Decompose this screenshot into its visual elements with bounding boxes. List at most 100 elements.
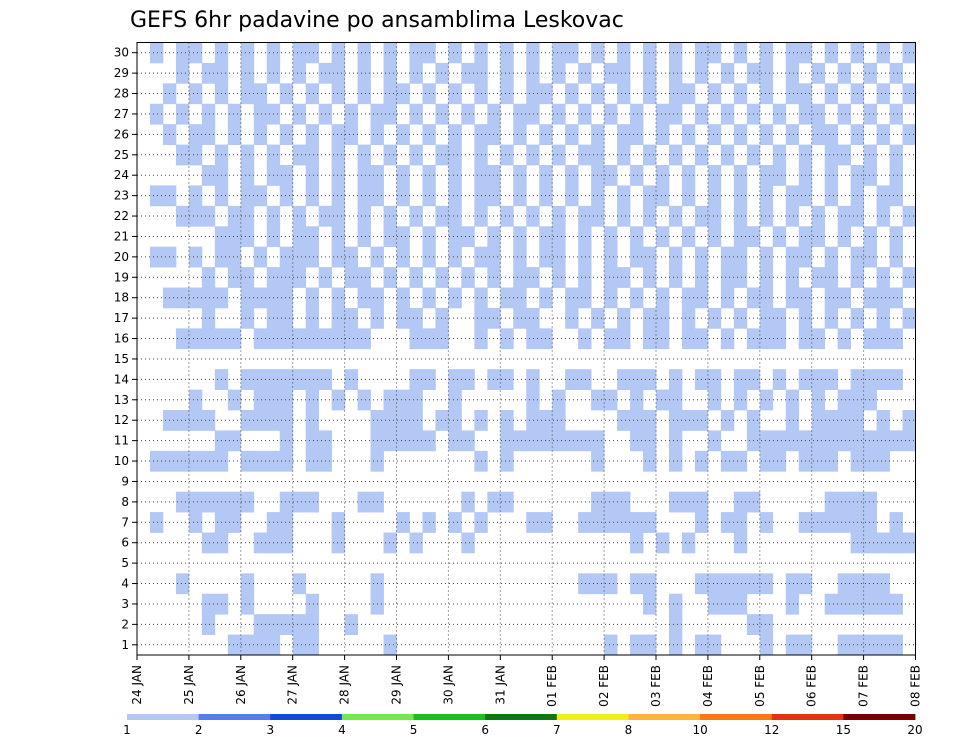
y-axis-ticks: 1234567891011121314151617181920212223242… — [114, 46, 137, 652]
heatmap-cell — [448, 389, 462, 411]
heatmap-cell — [175, 287, 190, 309]
heatmap-cell — [811, 103, 826, 125]
heatmap-cell — [876, 450, 890, 472]
heatmap-cell — [720, 512, 735, 533]
heatmap-cell — [668, 246, 683, 268]
heatmap-cell — [837, 62, 852, 84]
heatmap-cell — [305, 165, 320, 186]
heatmap-cell — [383, 267, 397, 288]
heatmap-cell — [331, 42, 345, 64]
heatmap-cell — [811, 328, 826, 350]
y-tick-label: 26 — [114, 127, 129, 141]
heatmap-cell — [604, 328, 618, 350]
heatmap-cell — [175, 450, 190, 472]
heatmap-cell — [240, 634, 255, 656]
heatmap-cell — [668, 83, 683, 105]
heatmap-cell — [175, 573, 190, 595]
heatmap-cell — [344, 267, 358, 288]
heatmap-cell — [889, 328, 903, 350]
heatmap-cell — [383, 389, 397, 411]
heatmap-cell — [772, 369, 787, 390]
heatmap-cell — [604, 246, 618, 268]
heatmap-cell — [513, 267, 527, 288]
heatmap-cell — [604, 389, 618, 411]
heatmap-cell — [630, 512, 644, 533]
heatmap-cell — [227, 634, 242, 656]
heatmap-cell — [681, 491, 696, 513]
heatmap-cell — [461, 369, 475, 390]
heatmap-cell — [383, 83, 397, 105]
heatmap-cell — [707, 226, 722, 248]
heatmap-cell — [240, 165, 255, 186]
heatmap-cell — [656, 532, 670, 554]
heatmap-cell — [863, 593, 877, 615]
heatmap-cell — [292, 328, 307, 350]
heatmap-cell — [785, 185, 800, 207]
heatmap-cell — [253, 124, 268, 145]
heatmap-cell — [487, 267, 501, 288]
y-tick-label: 21 — [114, 229, 129, 243]
heatmap-cell — [448, 430, 462, 452]
heatmap-cell — [253, 103, 268, 125]
heatmap-cell — [565, 369, 579, 390]
heatmap-cell — [668, 450, 683, 472]
heatmap-cell — [292, 267, 307, 288]
heatmap-cell — [487, 226, 501, 248]
heatmap-cell — [707, 593, 722, 615]
heatmap-cell — [175, 410, 190, 431]
heatmap-cell — [513, 246, 527, 268]
heatmap-cell — [630, 532, 644, 554]
heatmap-cell — [357, 491, 371, 513]
heatmap-cell — [863, 389, 877, 411]
heatmap-cell — [500, 287, 514, 309]
heatmap-cell — [344, 103, 358, 125]
heatmap-cell — [876, 430, 890, 452]
heatmap-cell — [578, 226, 592, 248]
heatmap-cell — [824, 491, 839, 513]
heatmap-cell — [279, 614, 294, 635]
heatmap-cell — [175, 491, 190, 513]
heatmap-cell — [513, 124, 527, 145]
heatmap-cell — [305, 593, 320, 615]
heatmap-cell — [292, 634, 307, 656]
heatmap-cell — [759, 124, 774, 145]
heatmap-cell — [681, 185, 696, 207]
heatmap-cell — [461, 267, 475, 288]
x-axis-ticks: 24 JAN 25 JAN 26 JAN 27 JAN 28 JAN 29 JAN 30 J… — [130, 655, 923, 707]
heatmap-cell — [837, 573, 852, 595]
heatmap-cell — [526, 369, 540, 390]
heatmap-cell — [733, 226, 748, 248]
heatmap-cell — [175, 62, 190, 84]
heatmap-cell — [759, 328, 774, 350]
heatmap-cell — [604, 491, 618, 513]
heatmap-cell — [876, 369, 890, 390]
heatmap-cell — [201, 62, 216, 84]
heatmap-cell — [201, 267, 216, 288]
heatmap-cell — [656, 226, 670, 248]
heatmap-cell — [409, 267, 423, 288]
heatmap-cell — [435, 328, 449, 350]
heatmap-cell — [396, 430, 410, 452]
heatmap-cell — [604, 226, 618, 248]
heatmap-cell — [720, 573, 735, 595]
heatmap-cell — [681, 532, 696, 554]
heatmap-cell — [253, 614, 268, 635]
heatmap-cell — [889, 185, 903, 207]
heatmap-cell — [863, 573, 877, 595]
heatmap-cell — [565, 124, 579, 145]
heatmap-cell — [409, 307, 423, 329]
heatmap-cell — [240, 593, 255, 615]
heatmap-cell — [552, 144, 566, 166]
heatmap-cell — [240, 62, 255, 84]
heatmap-cell — [292, 42, 307, 64]
heatmap-cell — [863, 532, 877, 554]
heatmap-cell — [759, 205, 774, 227]
heatmap-cell — [201, 410, 216, 431]
grid-lines — [137, 42, 916, 655]
heatmap-cell — [578, 246, 592, 268]
heatmap-cell — [526, 42, 540, 64]
heatmap-cell — [526, 83, 540, 105]
heatmap-cell — [656, 287, 670, 309]
heatmap-cell — [889, 430, 903, 452]
heatmap-cell — [253, 450, 268, 472]
